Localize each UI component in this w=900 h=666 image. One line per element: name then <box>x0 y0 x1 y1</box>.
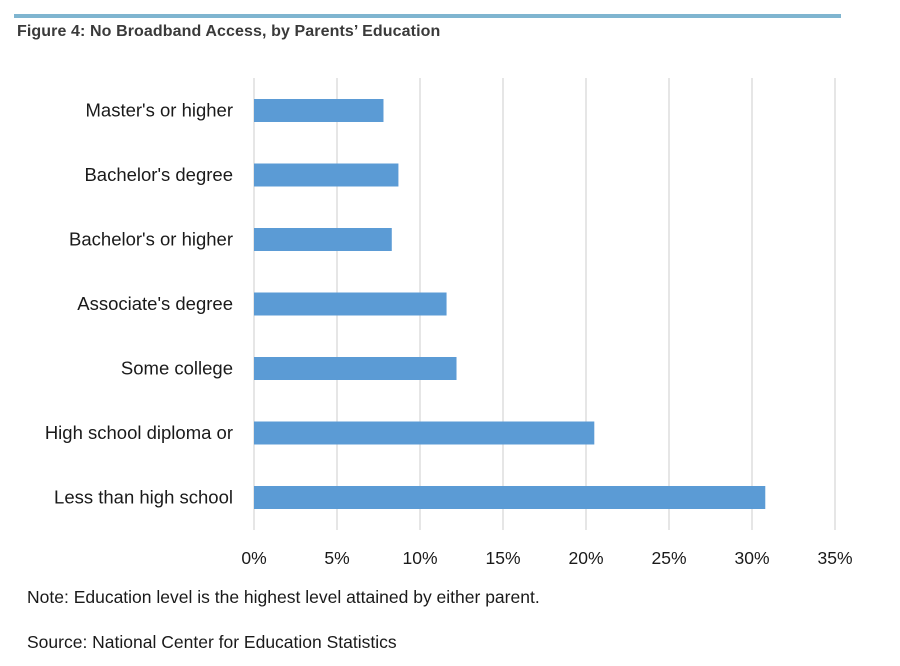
x-tick-label: 30% <box>734 548 769 568</box>
bar <box>254 163 399 187</box>
bars <box>254 99 766 509</box>
bar <box>254 421 595 445</box>
top-rule <box>14 14 841 18</box>
bar <box>254 486 766 509</box>
x-tick-label: 25% <box>651 548 686 568</box>
x-tick-label: 35% <box>817 548 852 568</box>
chart-source: Source: National Center for Education St… <box>27 632 397 652</box>
category-label: Some college <box>121 358 233 379</box>
figure-title: Figure 4: No Broadband Access, by Parent… <box>17 23 441 40</box>
x-tick-label: 5% <box>324 548 349 568</box>
x-tick-label: 10% <box>402 548 437 568</box>
bar <box>254 99 384 122</box>
bar <box>254 292 447 316</box>
category-labels: Master's or higher Bachelor's degree Bache… <box>45 100 233 508</box>
x-tick-labels: 0% 5% 10% 15% 20% 25% 30% 35% <box>241 548 852 568</box>
x-tick-label: 20% <box>568 548 603 568</box>
category-label: Master's or higher <box>86 100 233 121</box>
category-label: Less than high school <box>54 487 233 508</box>
category-label: High school diploma or <box>45 422 233 443</box>
bar <box>254 228 392 251</box>
category-label: Bachelor's or higher <box>69 229 233 250</box>
bar <box>254 357 457 380</box>
chart-note: Note: Education level is the highest lev… <box>27 587 540 607</box>
category-label: Bachelor's degree <box>84 164 233 185</box>
x-tick-label: 15% <box>485 548 520 568</box>
category-label: Associate's degree <box>77 293 233 314</box>
x-tick-label: 0% <box>241 548 266 568</box>
